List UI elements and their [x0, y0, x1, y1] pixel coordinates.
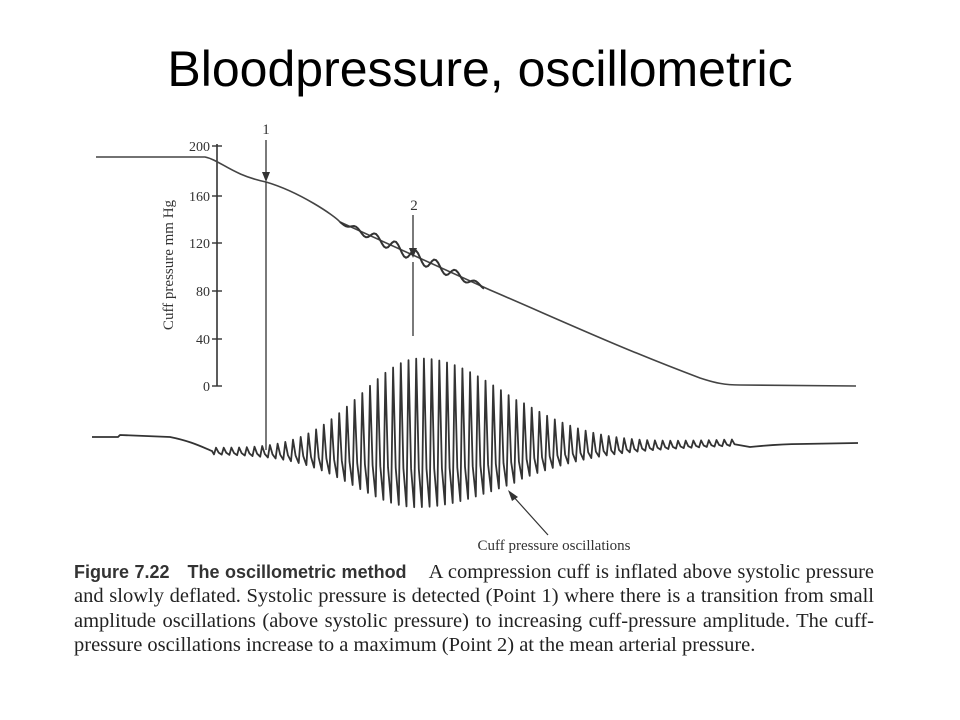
- y-tick-label: 80: [196, 285, 210, 300]
- point-1-label: 1: [262, 122, 270, 138]
- y-axis-label: Cuff pressure mm Hg: [161, 199, 177, 330]
- oscillation-trace: [92, 357, 859, 509]
- y-tick-label: 0: [203, 380, 210, 395]
- y-tick-label: 160: [189, 190, 210, 205]
- oscillations-pointer-head: [508, 490, 518, 501]
- oscillations-pointer: [511, 494, 549, 536]
- y-axis-ticks: 200 160 120 80 40 0: [189, 140, 222, 395]
- figure-number: Figure 7.22: [74, 562, 170, 582]
- point-2-arrowhead: [409, 248, 417, 258]
- y-tick-label: 120: [189, 237, 210, 252]
- cuff-pressure-curve: [96, 156, 857, 387]
- slide-title: Bloodpressure, oscillometric: [167, 41, 793, 97]
- point-1-arrowhead: [262, 172, 270, 182]
- figure-caption: Figure 7.22 The oscillometric method A com…: [74, 560, 874, 658]
- y-tick-label: 200: [189, 140, 210, 155]
- figure-name: The oscillometric method: [187, 562, 407, 582]
- caption-text: A compression cuff is inflated above sys…: [74, 561, 874, 657]
- y-tick-label: 40: [196, 333, 210, 348]
- point-2-label: 2: [410, 198, 418, 214]
- oscillations-label: Cuff pressure oscillations: [477, 538, 630, 554]
